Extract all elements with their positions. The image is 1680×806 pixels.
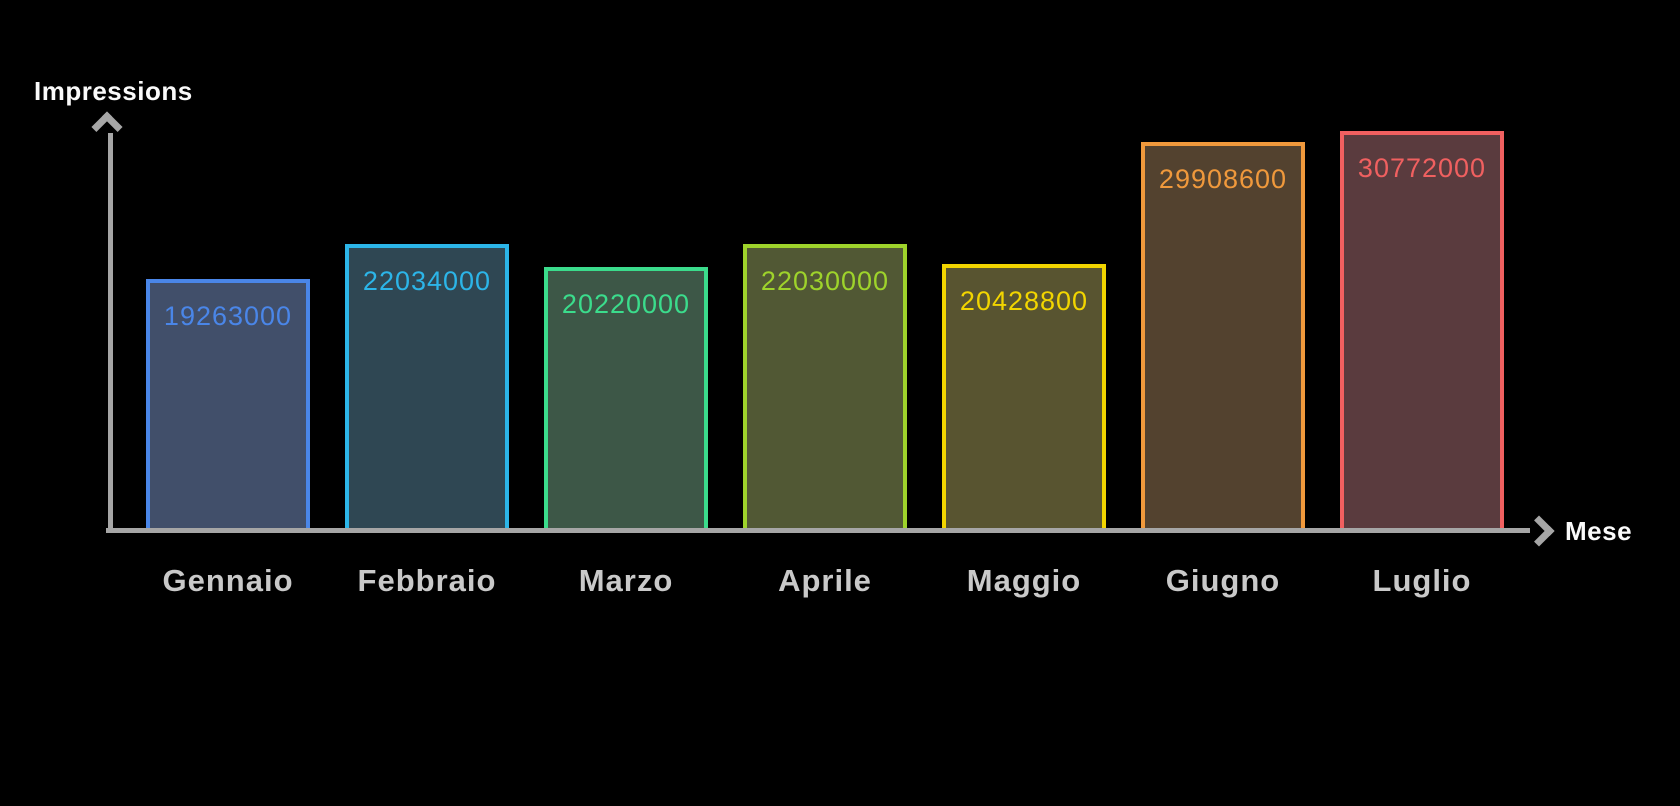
category-label-gennaio: Gennaio (162, 563, 294, 598)
bar-value-label: 29908600 (1158, 164, 1288, 194)
bar-marzo: 20220000 (544, 267, 708, 528)
bar-value-label: 20220000 (561, 289, 691, 319)
bar-value-label: 30772000 (1357, 153, 1487, 183)
category-label-giugno: Giugno (1165, 563, 1281, 598)
y-axis-arrow-up-icon (91, 111, 123, 143)
bar-luglio: 30772000 (1340, 131, 1504, 528)
category-label-marzo: Marzo (578, 563, 674, 598)
bar-gennaio: 19263000 (146, 279, 310, 528)
bar-aprile: 22030000 (743, 244, 907, 528)
category-label-maggio: Maggio (966, 563, 1082, 598)
x-axis-line (106, 528, 1530, 533)
bar-giugno: 29908600 (1141, 142, 1305, 528)
category-label-aprile: Aprile (778, 563, 872, 598)
bar-febbraio: 22034000 (345, 244, 509, 528)
x-axis-title: Mese (1565, 516, 1633, 546)
bar-value-label: 20428800 (959, 286, 1089, 316)
y-axis-title: Impressions (34, 76, 193, 106)
bar-maggio: 20428800 (942, 264, 1106, 528)
x-axis-arrow-right-icon (1523, 515, 1555, 547)
category-label-febbraio: Febbraio (357, 563, 497, 598)
category-label-luglio: Luglio (1372, 563, 1472, 598)
bar-value-label: 19263000 (163, 301, 293, 331)
bar-value-label: 22034000 (362, 266, 492, 296)
bar-value-label: 22030000 (760, 266, 890, 296)
y-axis-line (108, 133, 113, 533)
